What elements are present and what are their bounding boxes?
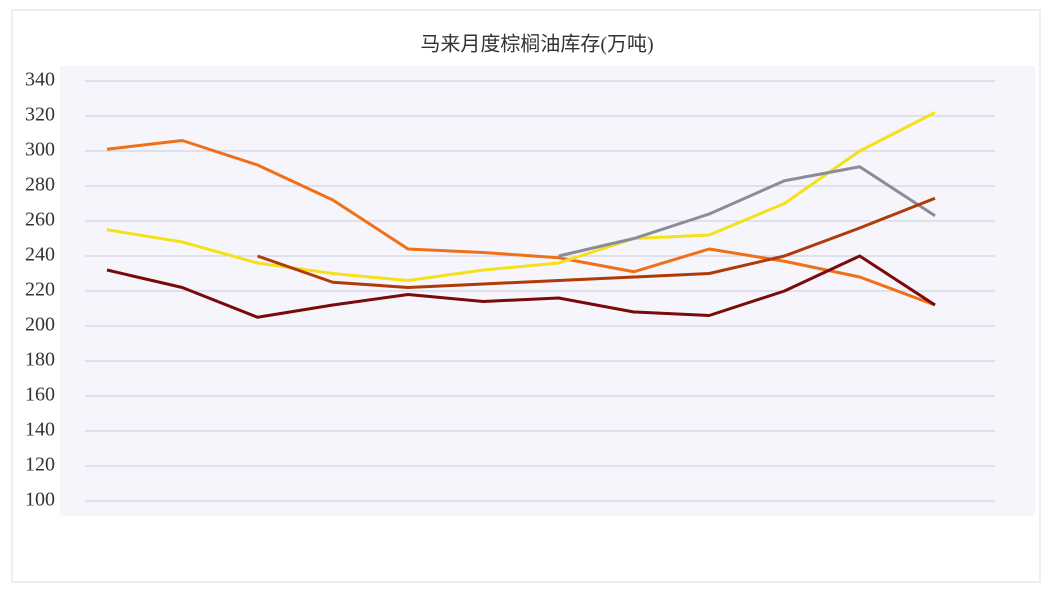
series-line bbox=[106, 139, 936, 307]
series-line bbox=[257, 196, 936, 289]
series-line bbox=[106, 111, 936, 282]
y-tick-label: 240 bbox=[25, 244, 55, 266]
series-line bbox=[106, 254, 936, 319]
y-tick-label: 340 bbox=[25, 69, 55, 91]
series-line bbox=[558, 165, 936, 258]
y-tick-label: 300 bbox=[25, 139, 55, 161]
y-tick-label: 120 bbox=[25, 454, 55, 476]
y-tick-label: 280 bbox=[25, 174, 55, 196]
y-tick-label: 320 bbox=[25, 104, 55, 126]
y-tick-label: 140 bbox=[25, 419, 55, 441]
y-tick-label: 220 bbox=[25, 279, 55, 301]
y-tick-label: 180 bbox=[25, 349, 55, 371]
y-tick-label: 260 bbox=[25, 209, 55, 231]
y-tick-label: 200 bbox=[25, 314, 55, 336]
y-tick-label: 100 bbox=[25, 489, 55, 511]
y-tick-label: 160 bbox=[25, 384, 55, 406]
chart-title: 马来月度棕榈油库存(万吨) bbox=[420, 33, 653, 56]
